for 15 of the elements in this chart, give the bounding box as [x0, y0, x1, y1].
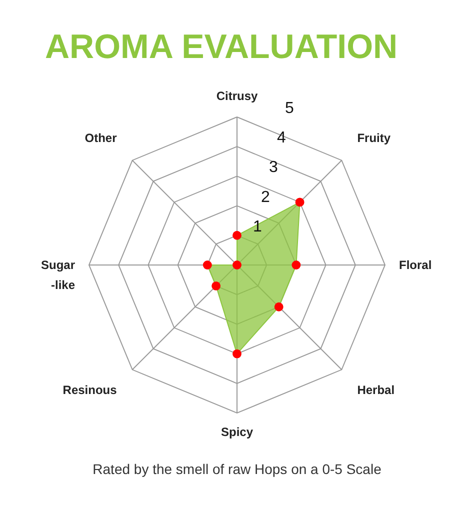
y-tick-label: 2	[260, 188, 270, 206]
text: Rated by the smell of raw Hops on a 0-5 Scale	[92, 461, 382, 477]
spoke-label: Fruity	[357, 130, 391, 145]
spoke-label: Citrusy	[216, 89, 258, 103]
y-tick-label: 5	[284, 100, 294, 117]
spoke-label: Herbal	[357, 383, 395, 398]
spoke-label: Spicy	[220, 425, 254, 439]
chart-title: AROMA EVALUATION	[45, 28, 398, 66]
spoke-label: Sugar -like	[40, 258, 76, 292]
spoke-label: Floral	[399, 258, 432, 272]
spoke-label: Other	[84, 130, 118, 145]
y-tick-label: 1	[252, 218, 262, 236]
y-tick-label: 3	[268, 159, 278, 176]
y-tick-label: 4	[276, 130, 286, 147]
spoke-label: Resinous	[62, 383, 118, 398]
